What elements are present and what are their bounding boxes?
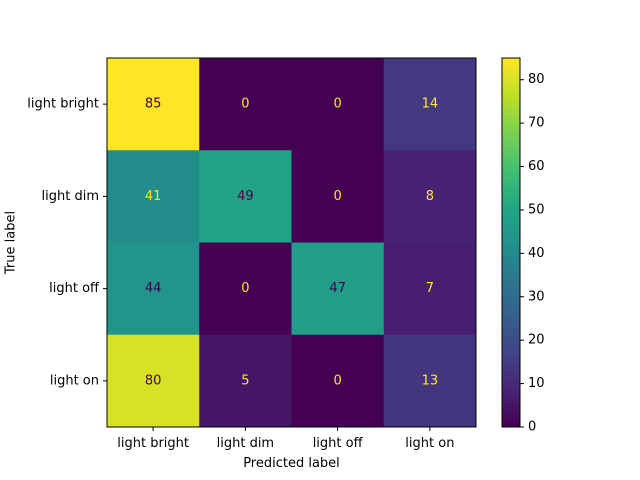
x-axis-label: Predicted label [243,456,340,471]
heatmap-cell [199,150,292,243]
x-tick-label: light off [313,436,364,451]
cell-value-label: 41 [145,189,162,204]
heatmap-cell [291,242,385,336]
cell-value-label: 7 [426,281,434,296]
cell-value-label: 13 [422,373,439,388]
heatmap-cell [107,58,200,151]
x-axis-ticks: light bright light dim light off light on [117,427,454,451]
cell-value-label: 0 [333,373,341,388]
y-axis-label: True label [4,211,19,275]
heatmap-cell [291,58,385,151]
colorbar-tick-label: 80 [528,72,545,87]
plot-frame [106,57,477,428]
heatmap-cell [291,334,385,428]
heatmap-cell [291,150,385,243]
heatmap-cell [383,58,477,151]
y-tick-label: light dim [42,189,99,204]
y-axis-ticks: light bright light dim light off light on [27,97,107,388]
heatmap-cell-labels: 85 0 0 14 41 49 0 8 44 0 47 7 80 5 0 13 [145,97,438,389]
heatmap-cell [383,150,477,243]
x-tick-label: light bright [117,436,189,451]
y-tick-label: light on [50,373,99,388]
heatmap-cell [383,334,477,428]
colorbar-tick-label: 20 [528,333,545,348]
cell-value-label: 80 [145,373,162,388]
cell-value-label: 8 [426,189,434,204]
heatmap-cell [107,242,200,336]
heatmap-cells [107,58,477,428]
colorbar-tick-label: 60 [528,159,545,174]
cell-value-label: 44 [145,281,162,296]
colorbar-tick-label: 70 [528,116,545,131]
colorbar-tick-label: 40 [528,246,545,261]
heatmap-cell [199,242,292,336]
cell-value-label: 0 [241,281,249,296]
x-tick-label: light on [405,436,454,451]
colorbar-tick-label: 30 [528,289,545,304]
cell-value-label: 14 [422,97,439,112]
heatmap-cell [199,58,292,151]
cell-value-label: 5 [241,373,249,388]
y-tick-label: light off [49,281,100,296]
heatmap-cell [199,334,292,428]
colorbar [501,57,521,428]
x-tick-label: light dim [217,436,274,451]
y-tick-label: light bright [27,97,99,112]
colorbar-ticks: 0 10 20 30 40 50 60 70 80 [520,72,545,435]
heatmap-cell [107,150,200,243]
cell-value-label: 0 [241,97,249,112]
cell-value-label: 0 [333,97,341,112]
heatmap-cell [383,242,477,336]
colorbar-tick-label: 50 [528,202,545,217]
cell-value-label: 49 [237,189,254,204]
cell-value-label: 47 [329,281,346,296]
colorbar-tick-label: 10 [528,376,545,391]
colorbar-tick-label: 0 [528,420,536,435]
cell-value-label: 0 [333,189,341,204]
cell-value-label: 85 [145,97,162,112]
heatmap-cell [107,334,200,428]
